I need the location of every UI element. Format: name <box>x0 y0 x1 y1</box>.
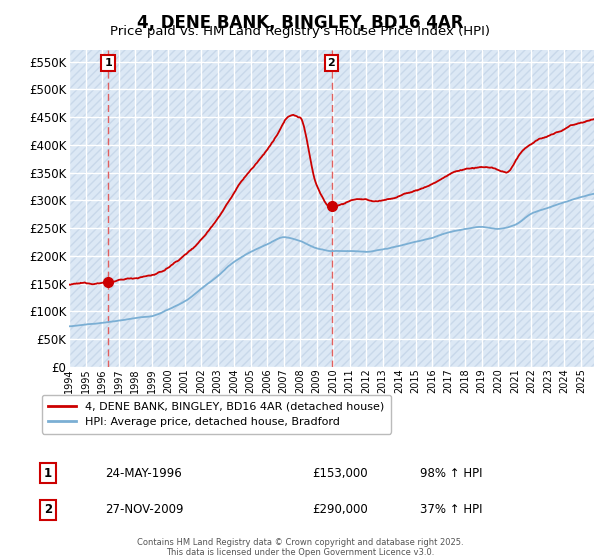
Text: 2: 2 <box>328 58 335 68</box>
Text: 98% ↑ HPI: 98% ↑ HPI <box>420 466 482 480</box>
Text: 37% ↑ HPI: 37% ↑ HPI <box>420 503 482 516</box>
Text: Price paid vs. HM Land Registry's House Price Index (HPI): Price paid vs. HM Land Registry's House … <box>110 25 490 38</box>
Text: 1: 1 <box>44 466 52 480</box>
Legend: 4, DENE BANK, BINGLEY, BD16 4AR (detached house), HPI: Average price, detached h: 4, DENE BANK, BINGLEY, BD16 4AR (detache… <box>41 395 391 433</box>
Text: 1: 1 <box>104 58 112 68</box>
Text: 2: 2 <box>44 503 52 516</box>
Text: 27-NOV-2009: 27-NOV-2009 <box>105 503 184 516</box>
Text: £153,000: £153,000 <box>312 466 368 480</box>
Text: Contains HM Land Registry data © Crown copyright and database right 2025.
This d: Contains HM Land Registry data © Crown c… <box>137 538 463 557</box>
Text: £290,000: £290,000 <box>312 503 368 516</box>
Text: 24-MAY-1996: 24-MAY-1996 <box>105 466 182 480</box>
Text: 4, DENE BANK, BINGLEY, BD16 4AR: 4, DENE BANK, BINGLEY, BD16 4AR <box>137 14 463 32</box>
